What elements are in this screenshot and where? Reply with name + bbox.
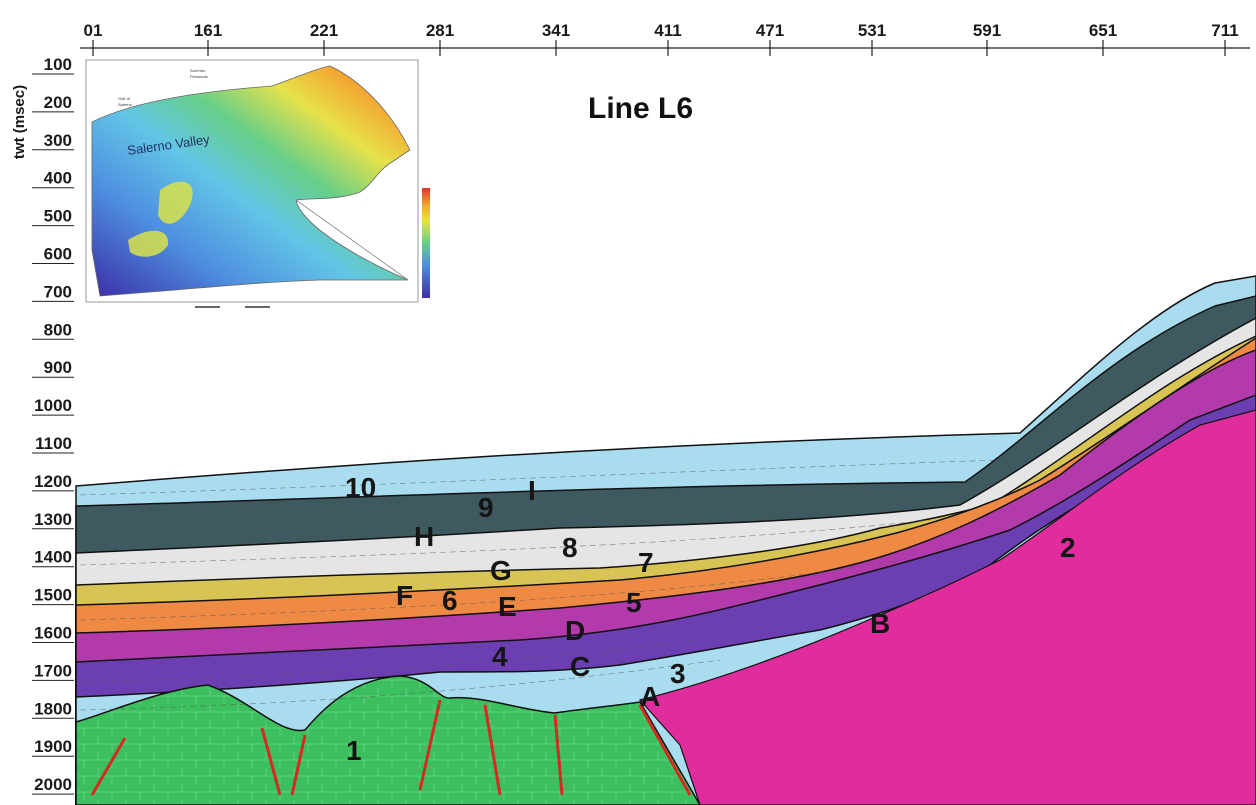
fault-4: [418, 699, 442, 791]
fault-2: [260, 727, 282, 796]
left-axis-tick-label: 700: [44, 282, 72, 301]
fault-lines: [90, 699, 692, 796]
horizon-label-f: F: [396, 580, 413, 611]
inset-shallow-patch-2: [128, 230, 169, 257]
top-axis-tick-label: 161: [194, 21, 222, 40]
inset-shallow-patch-1: [158, 181, 193, 224]
left-axis-tick-label: 900: [44, 358, 72, 377]
inset-dem: [91, 65, 411, 297]
horizon-label-a: A: [640, 681, 660, 712]
left-axis-tick-label: 400: [44, 169, 72, 188]
left-axis-tick-label: 200: [44, 93, 72, 112]
unit-2-layer: [638, 409, 1256, 805]
top-axis: 01 161 221 281 341 411 471 531 591 651 711: [80, 21, 1250, 56]
left-axis-tick-label: 2000: [34, 775, 72, 794]
left-axis: twt (msec) 100 200 300 400 500 600 700 800 900 10…: [11, 55, 74, 795]
left-axis-tick-label: 1800: [34, 699, 72, 718]
fault-3: [290, 734, 307, 796]
inset-color-legend: [422, 188, 430, 298]
left-axis-tick-label: 1000: [34, 396, 72, 415]
y-axis-label: twt (msec): [11, 85, 28, 159]
inset-small-text-3: Gulf of: [118, 96, 131, 101]
unit-label-4: 4: [492, 641, 508, 672]
unit-label-9: 9: [478, 492, 494, 523]
left-axis-tick-label: 1700: [34, 661, 72, 680]
horizon-label-e: E: [498, 591, 517, 622]
horizon-label-h: H: [414, 521, 434, 552]
horizon-label-b: B: [870, 608, 890, 639]
top-axis-tick-label: 411: [654, 21, 681, 40]
inset-small-text-2: Peninsula: [190, 74, 208, 79]
unit-label-5: 5: [626, 587, 642, 618]
left-axis-tick-label: 800: [44, 320, 72, 339]
left-axis-tick-label: 100: [44, 55, 72, 74]
fault-7: [638, 704, 692, 796]
inset-track-line: [295, 199, 409, 281]
unit-label-8: 8: [562, 532, 578, 563]
unit-1-basement: [75, 675, 701, 805]
unit-labels: 10 9 8 7 6 5 4 3 2 1: [345, 472, 1076, 766]
top-axis-tick-label: 531: [858, 21, 886, 40]
unit-label-1: 1: [346, 735, 362, 766]
left-axis-tick-label: 600: [44, 245, 72, 264]
left-axis-tick-label: 1600: [34, 624, 72, 643]
top-axis-tick-label: 651: [1089, 21, 1117, 40]
unit-label-10: 10: [345, 472, 376, 503]
section-title: Line L6: [588, 92, 693, 125]
unit-label-7: 7: [638, 547, 654, 578]
geologic-section: [75, 275, 1256, 805]
horizon-label-i: I: [528, 475, 536, 506]
left-axis-tick-label: 1100: [35, 434, 72, 453]
horizon-label-d: D: [565, 615, 585, 646]
fault-1: [90, 737, 127, 796]
fault-6: [553, 714, 564, 796]
inset-map: Salerno Valley Sorrento Peninsula Gulf o…: [85, 59, 430, 308]
top-axis-tick-label: 221: [310, 21, 338, 40]
reflector-lines: [79, 459, 1001, 711]
top-axis-tick-label: 711: [1211, 21, 1238, 40]
left-axis-tick-label: 1200: [34, 472, 72, 491]
left-axis-tick-label: 1900: [34, 737, 72, 756]
left-axis-tick-label: 500: [44, 207, 72, 226]
horizon-label-g: G: [490, 555, 512, 586]
inset-small-text-4: Salerno: [118, 102, 133, 107]
top-axis-tick-label: 01: [84, 21, 103, 40]
top-axis-tick-label: 281: [426, 21, 454, 40]
unit-label-6: 6: [442, 585, 458, 616]
left-axis-tick-label: 300: [44, 131, 72, 150]
horizon-label-c: C: [570, 651, 590, 682]
inset-small-text-1: Sorrento: [190, 68, 206, 73]
left-axis-tick-label: 1300: [34, 510, 72, 529]
top-axis-tick-label: 341: [542, 21, 570, 40]
left-axis-tick-label: 1500: [34, 586, 72, 605]
top-axis-tick-label: 591: [973, 21, 1001, 40]
top-axis-tick-label: 471: [756, 21, 784, 40]
unit-label-3: 3: [670, 658, 686, 689]
unit-label-2: 2: [1060, 532, 1076, 563]
left-axis-tick-label: 1400: [34, 548, 72, 567]
fault-5: [483, 704, 502, 796]
horizon-labels: I H G F E D C B A: [396, 475, 890, 712]
